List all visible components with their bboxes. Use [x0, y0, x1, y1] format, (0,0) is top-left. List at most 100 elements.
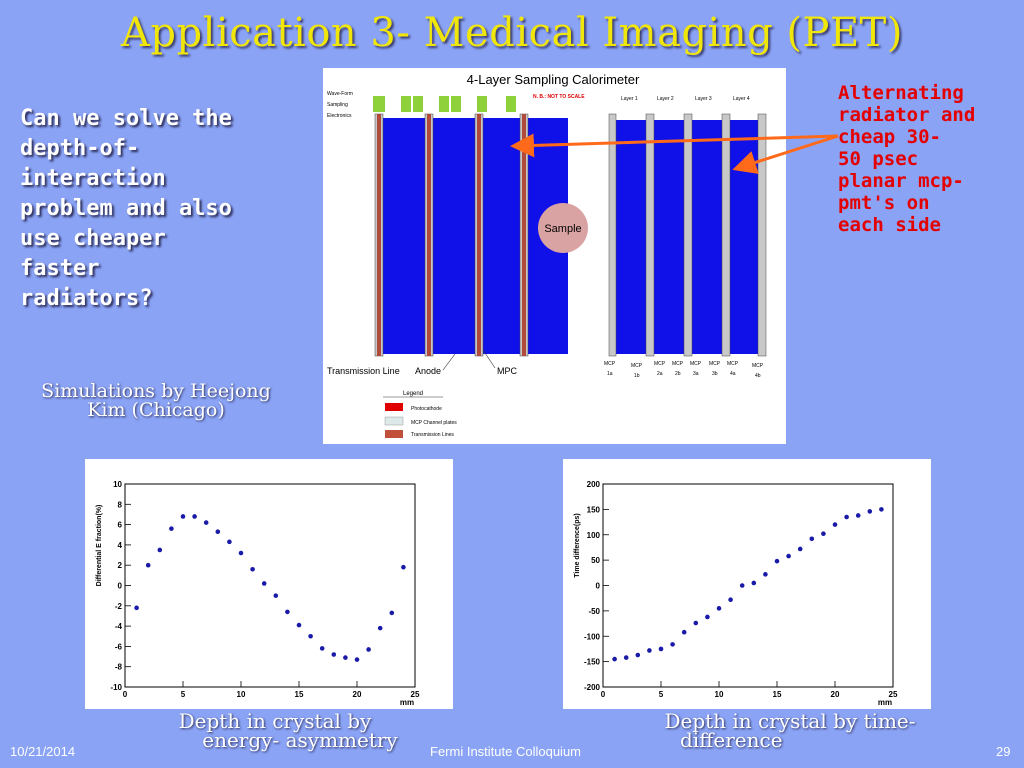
data-point [227, 539, 232, 545]
legend-item-label: Photocathode [411, 406, 442, 412]
question-line: problem and also [20, 196, 232, 221]
calorimeter-diagram: 4-Layer Sampling Calorimeter N. B.: NOT … [323, 68, 786, 444]
wfs-box [373, 96, 385, 112]
y-tick-label: -100 [584, 632, 601, 641]
x-tick-label: 0 [123, 690, 128, 699]
y-tick-label: -200 [584, 683, 601, 692]
y-tick-label: 0 [596, 582, 601, 591]
layer-label: Layer 3 [695, 96, 712, 102]
data-point [180, 514, 186, 519]
question-line: radiators? [20, 286, 153, 311]
caption-line: Depth in crystal by [178, 709, 372, 733]
data-point [705, 614, 710, 620]
wfs-label-line: Wave-Form [327, 91, 353, 97]
data-point [250, 566, 255, 572]
legend-item-label: Transmission Lines [411, 432, 454, 438]
data-point [739, 583, 745, 588]
y-tick-label: 4 [118, 541, 123, 550]
y-tick-label: 0 [118, 582, 123, 591]
mcp-label: 4a [730, 371, 736, 377]
sample-label: Sample [544, 223, 581, 235]
data-point [319, 646, 325, 651]
x-tick-label: 25 [889, 690, 898, 699]
data-point [763, 572, 768, 577]
data-point [134, 605, 139, 611]
data-point [670, 642, 675, 647]
mcp-label: MCP [654, 361, 666, 367]
sample-circle [538, 203, 588, 253]
data-point [855, 513, 861, 518]
mcp-label: MCP [604, 361, 616, 367]
data-point [331, 652, 337, 657]
crystal-block [433, 118, 475, 354]
question-text: Can we solve the depth-of- interaction p… [20, 104, 310, 314]
question-line: use cheaper [20, 226, 166, 251]
data-point [261, 581, 267, 586]
y-tick-label: 8 [118, 500, 123, 509]
calorimeter-svg: 4-Layer Sampling Calorimeter N. B.: NOT … [327, 72, 767, 438]
side-note-line: cheap 30- [838, 126, 941, 148]
data-point [728, 597, 733, 603]
mcp-label: 3b [712, 371, 718, 377]
y-tick-label: 100 [587, 531, 601, 540]
side-note-line: Alternating [838, 82, 964, 104]
anode-label: Anode [415, 366, 441, 376]
x-tick-label: 15 [295, 690, 304, 699]
transmission-strip [427, 114, 431, 356]
y-tick-label: -2 [115, 602, 123, 611]
y-tick-label: -150 [584, 658, 601, 667]
y-tick-label: -4 [115, 622, 123, 631]
mcp-plate [645, 113, 655, 357]
data-point [623, 655, 629, 660]
side-note: Alternating radiator and cheap 30- 50 ps… [838, 82, 1020, 236]
y-tick-label: 150 [587, 505, 601, 514]
time-difference-svg: 0 5 10 15 20 25 -200 -150 -100 -50 0 50 100 150 200 mm T… [574, 480, 898, 707]
mpc-label: MPC [497, 366, 518, 376]
crystal-block [654, 120, 684, 354]
mcp-plate [683, 113, 693, 357]
left-chart-caption: Depth in crystal by energy- asymmetry [120, 709, 430, 750]
caption-line: Depth in crystal by time- [664, 709, 916, 733]
data-point [809, 536, 815, 542]
x-tick-label: 5 [181, 690, 186, 699]
question-line: faster [20, 256, 100, 281]
wfs-box [477, 96, 487, 112]
side-note-line: each side [838, 214, 941, 236]
data-point [844, 514, 849, 520]
transmission-label: Transmission Line [327, 366, 400, 376]
wfs-box [401, 96, 411, 112]
data-point [774, 558, 780, 564]
data-point [879, 507, 884, 512]
data-point [343, 655, 348, 660]
mcp-label: MCP [672, 361, 684, 367]
data-point [377, 625, 383, 631]
data-point [192, 514, 197, 519]
data-point [354, 657, 360, 662]
data-point [296, 622, 302, 628]
wfs-label-line: Electronics [327, 113, 352, 119]
question-line: interaction [20, 166, 166, 191]
layer-label: Layer 2 [657, 96, 674, 102]
data-point [797, 546, 803, 552]
mcp-plate [721, 113, 731, 357]
transmission-strip [522, 114, 526, 356]
data-point [157, 547, 163, 553]
data-point [716, 606, 722, 611]
question-line: depth-of- [20, 136, 140, 161]
legend-item-label: MCP Channel plates [411, 420, 457, 426]
side-note-line: pmt's on [838, 192, 930, 214]
x-axis-label: mm [878, 698, 892, 707]
side-note-line: 50 psec [838, 148, 919, 170]
data-point [285, 609, 290, 615]
simulation-credit: Simulations by Heejong Kim (Chicago) [6, 382, 306, 420]
data-point [647, 648, 652, 653]
question-line: Can we solve the [20, 106, 232, 131]
plot-frame [124, 483, 416, 688]
data-point [308, 633, 313, 639]
y-tick-label: -10 [110, 683, 122, 692]
data-point [145, 562, 151, 568]
mcp-label: 4b [755, 373, 761, 379]
diagram-note: N. B.: NOT TO SCALE [533, 94, 585, 100]
data-point [389, 610, 395, 616]
data-point [366, 647, 371, 652]
